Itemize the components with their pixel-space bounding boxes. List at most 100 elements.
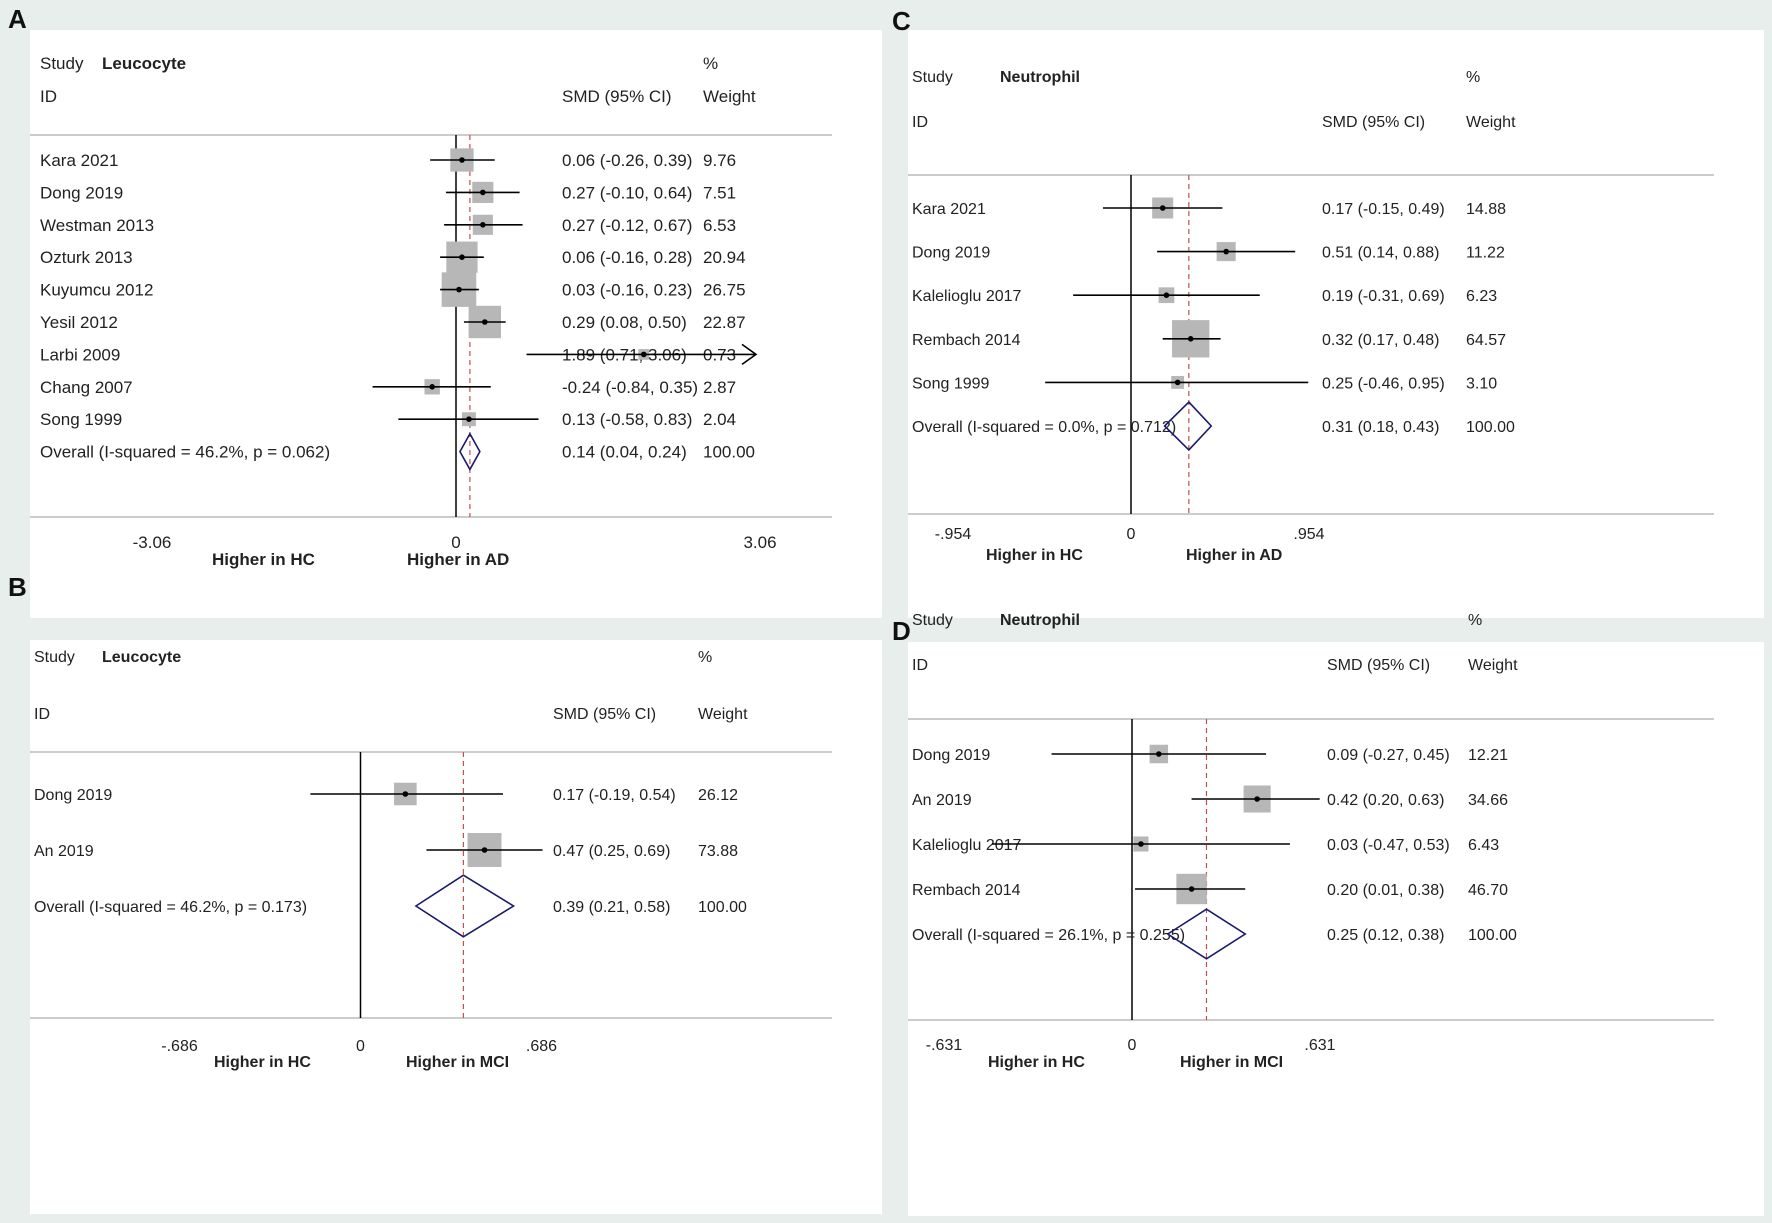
header-pct: %	[698, 649, 712, 666]
point-estimate	[1138, 841, 1144, 847]
forest-panel-d: Study Neutrophil ID SMD (95% CI)% Weight Dong…	[908, 612, 1764, 1216]
study-weight: 7.51	[703, 183, 736, 202]
overall-label: Overall (I-squared = 46.2%, p = 0.173)	[34, 899, 307, 916]
study-ci: 0.42 (0.20, 0.63)	[1327, 792, 1444, 809]
study-weight: 20.94	[703, 248, 746, 267]
study-ci: 0.27 (-0.10, 0.64)	[562, 183, 692, 202]
chart-title: Leucocyte	[102, 54, 186, 73]
study-name: Yesil 2012	[40, 313, 118, 332]
study-weight: 34.66	[1468, 792, 1508, 809]
study-name: Kara 2021	[912, 201, 986, 218]
header-effect: SMD (95% CI)	[1327, 657, 1430, 674]
x-label-left: Higher in HC	[212, 550, 315, 569]
chart-title: Neutrophil	[1000, 69, 1080, 86]
study-weight: 3.10	[1466, 375, 1497, 392]
header-effect: SMD (95% CI)	[553, 706, 656, 723]
x-label-right: Higher in MCI	[1180, 1054, 1283, 1071]
forest-plot-d: Study Neutrophil ID SMD (95% CI)% Weight Dong…	[908, 612, 1714, 1071]
header-weight: Weight	[1466, 114, 1516, 131]
forest-panel-b: Study Leucocyte ID SMD (95% CI)% Weight Dong …	[30, 640, 882, 1214]
chart-title: Neutrophil	[1000, 612, 1080, 629]
header-id: ID	[40, 87, 57, 106]
study-weight: 26.12	[698, 787, 738, 804]
point-estimate	[1163, 292, 1170, 299]
point-estimate	[1187, 336, 1194, 342]
tick-label: 0	[1127, 526, 1136, 543]
header-id: ID	[912, 657, 928, 674]
study-ci: 0.13 (-0.58, 0.83)	[562, 410, 692, 429]
tick-label: .631	[1304, 1037, 1335, 1054]
study-name: Kalelioglu 2017	[912, 288, 1022, 305]
header-weight: Weight	[698, 706, 748, 723]
panel-letter-b: B	[8, 572, 27, 602]
study-weight: 11.22	[1466, 245, 1505, 262]
point-estimate	[1156, 751, 1162, 757]
study-name: Kara 2021	[40, 151, 118, 170]
study-weight: 6.53	[703, 216, 736, 235]
overall-weight: 100.00	[703, 443, 755, 462]
point-estimate	[480, 189, 486, 196]
point-estimate	[1223, 248, 1229, 255]
forest-panel-a: Study Leucocyte ID SMD (95% CI)% Weight Kara …	[30, 30, 882, 618]
study-ci: 0.06 (-0.16, 0.28)	[562, 248, 692, 267]
study-weight: 46.70	[1468, 882, 1508, 899]
header-effect: SMD (95% CI)	[562, 87, 672, 106]
point-estimate	[1159, 205, 1166, 211]
tick-label: -.686	[161, 1038, 198, 1055]
panel-letter-d: D	[892, 616, 911, 646]
study-ci: 0.17 (-0.19, 0.54)	[553, 787, 676, 804]
overall-ci: 0.25 (0.12, 0.38)	[1327, 927, 1444, 944]
header-study: Study	[34, 649, 75, 666]
study-name: An 2019	[34, 843, 94, 860]
study-weight: 73.88	[698, 843, 738, 860]
study-name: Rembach 2014	[912, 882, 1021, 899]
overall-ci: 0.14 (0.04, 0.24)	[562, 443, 687, 462]
point-estimate	[402, 791, 409, 797]
study-name: Kalelioglu 2017	[912, 837, 1022, 854]
study-ci: 0.47 (0.25, 0.69)	[553, 843, 670, 860]
overall-diamond	[414, 874, 516, 938]
study-name: Dong 2019	[912, 747, 990, 764]
point-estimate	[482, 319, 488, 325]
study-weight: 22.87	[703, 313, 746, 332]
header-pct: %	[703, 54, 718, 73]
study-ci: 0.06 (-0.26, 0.39)	[562, 151, 692, 170]
point-estimate	[481, 847, 488, 853]
study-name: Dong 2019	[40, 183, 123, 202]
tick-label: 0	[451, 533, 460, 552]
point-estimate	[1174, 379, 1181, 386]
overall-weight: 100.00	[1466, 419, 1515, 436]
tick-label: 3.06	[743, 533, 776, 552]
header-study: Study	[912, 612, 953, 629]
x-label-left: Higher in HC	[214, 1054, 311, 1071]
overall-label: Overall (I-squared = 0.0%, p = 0.712)	[912, 419, 1176, 436]
point-estimate	[459, 157, 465, 163]
study-name: Kuyumcu 2012	[40, 281, 153, 300]
point-estimate	[480, 222, 486, 228]
study-weight: 9.76	[703, 151, 736, 170]
forest-plot-a: Study Leucocyte ID SMD (95% CI)% Weight Kara …	[30, 54, 832, 569]
overall-label: Overall (I-squared = 46.2%, p = 0.062)	[40, 443, 330, 462]
study-weight: 64.57	[1466, 332, 1506, 349]
overall-weight: 100.00	[1468, 927, 1517, 944]
study-name: An 2019	[912, 792, 972, 809]
header-pct: %	[1466, 69, 1480, 86]
study-ci: 0.51 (0.14, 0.88)	[1322, 245, 1439, 262]
study-weight: 26.75	[703, 281, 746, 300]
point-estimate	[1188, 886, 1195, 892]
study-ci: 0.03 (-0.47, 0.53)	[1327, 837, 1450, 854]
overall-diamond	[459, 432, 481, 472]
study-weight: 12.21	[1468, 747, 1508, 764]
overall-label: Overall (I-squared = 26.1%, p = 0.255)	[912, 927, 1185, 944]
header-pct: %	[1468, 612, 1482, 629]
x-label-left: Higher in HC	[988, 1054, 1085, 1071]
point-estimate	[640, 351, 647, 358]
study-ci: 0.20 (0.01, 0.38)	[1327, 882, 1444, 899]
study-name: Rembach 2014	[912, 332, 1021, 349]
study-ci: 0.25 (-0.46, 0.95)	[1322, 375, 1445, 392]
point-estimate	[466, 416, 472, 423]
ci-arrow	[741, 343, 758, 366]
study-name: Song 1999	[912, 375, 990, 392]
study-weight: 6.23	[1466, 288, 1497, 305]
tick-label: 0	[1128, 1037, 1137, 1054]
